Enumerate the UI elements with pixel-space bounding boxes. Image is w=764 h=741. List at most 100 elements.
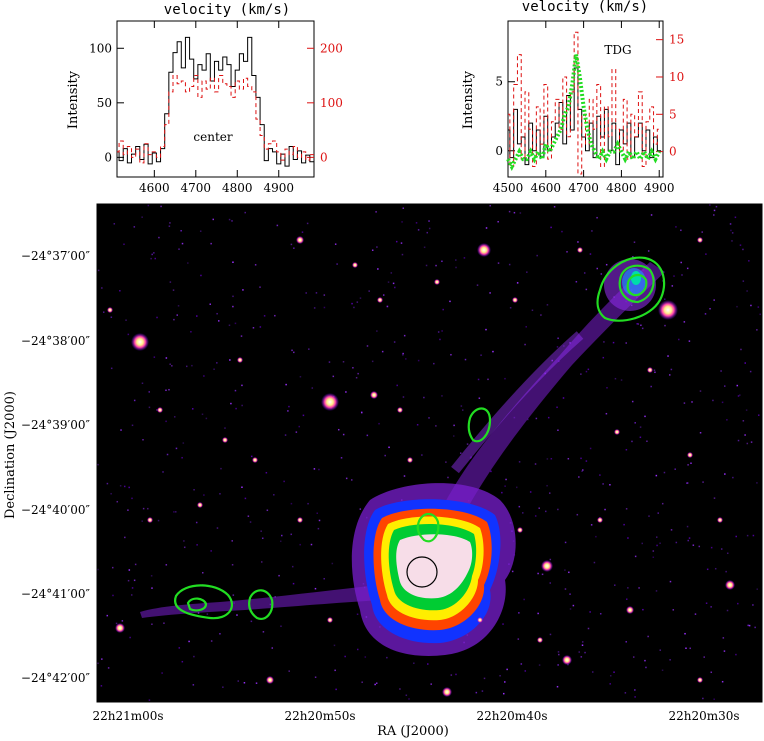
noise-pixel [485,328,487,331]
noise-pixel [724,473,726,475]
noise-pixel [497,220,499,223]
noise-pixel [387,281,390,283]
noise-pixel [580,373,582,375]
noise-pixel [352,367,354,369]
noise-pixel [180,229,182,232]
noise-pixel [265,471,268,474]
noise-pixel [585,370,588,373]
noise-pixel [591,671,594,673]
noise-pixel [745,409,748,411]
star [597,517,603,523]
dec-tick-label: −24°41′00″ [21,587,91,601]
noise-pixel [216,527,219,529]
noise-pixel [124,536,126,539]
noise-pixel [240,335,243,337]
noise-pixel [589,447,592,450]
noise-pixel [675,226,677,228]
noise-pixel [128,486,130,489]
noise-pixel [670,368,673,371]
noise-pixel [640,324,642,327]
noise-pixel [455,266,457,269]
noise-pixel [355,376,358,379]
noise-pixel [671,285,674,287]
noise-pixel [669,580,672,583]
noise-pixel [656,544,658,547]
noise-pixel [709,307,711,310]
noise-pixel [644,415,646,418]
noise-pixel [236,614,238,616]
noise-pixel [731,232,734,234]
ra-tick-label: 22h21m00s [92,709,163,723]
noise-pixel [587,368,590,371]
noise-pixel [639,436,642,439]
noise-pixel [599,612,602,615]
noise-pixel [314,676,317,678]
noise-pixel [141,216,143,218]
noise-pixel [231,540,233,542]
noise-pixel [156,409,158,411]
noise-pixel [128,569,131,571]
star [477,243,491,257]
noise-pixel [151,253,153,256]
noise-pixel [185,365,188,368]
noise-pixel [190,331,192,333]
noise-pixel [614,377,617,380]
noise-pixel [356,613,359,616]
noise-pixel [603,341,605,343]
noise-pixel [315,292,318,294]
noise-pixel [173,511,175,513]
noise-pixel [402,354,404,356]
noise-pixel [151,587,153,589]
noise-pixel [323,294,326,296]
noise-pixel [729,223,732,225]
noise-pixel [653,369,656,371]
star [512,297,518,303]
noise-pixel [534,463,537,465]
noise-pixel [756,329,758,331]
noise-pixel [203,494,205,496]
noise-pixel [692,544,695,546]
noise-pixel [147,204,150,207]
noise-pixel [428,417,430,419]
noise-pixel [388,446,390,449]
noise-pixel [737,602,739,605]
star [321,393,339,411]
noise-pixel [654,371,656,374]
noise-pixel [685,647,687,650]
noise-pixel [403,334,406,337]
noise-pixel [614,584,616,586]
noise-pixel [638,587,640,589]
noise-pixel [661,502,664,505]
noise-pixel [669,659,671,661]
foreground-stars [107,236,735,697]
image-frame [96,203,763,703]
noise-pixel [522,512,524,514]
noise-pixel [735,653,737,656]
noise-pixel [519,212,522,214]
noise-pixel [402,396,405,398]
noise-pixel [684,632,686,635]
image-axis-ticks: −24°37′00″ −24°38′00″ −24°39′00″ −24°40′00″… [21,204,763,723]
noise-pixel [655,536,658,538]
star [717,517,723,523]
noise-pixel [690,462,692,464]
noise-pixel [381,350,384,353]
noise-pixel [749,370,752,373]
noise-pixel [244,211,246,214]
tick-group: 4500 4600 4700 4800 4900 0 5 0 5 10 15 [493,21,684,195]
noise-pixel [212,218,214,221]
noise-pixel [141,382,144,385]
noise-pixel [142,507,145,510]
noise-pixel [477,378,480,381]
noise-pixel [625,641,627,643]
noise-pixel [234,322,237,325]
noise-pixel [229,359,231,361]
noise-pixel [151,623,153,625]
star [131,333,149,351]
x-tick-label: 4800 [606,181,637,195]
noise-pixel [278,574,280,577]
noise-pixel [119,290,121,292]
noise-pixel [288,670,290,672]
noise-pixel [177,305,180,307]
noise-pixel [652,550,655,552]
